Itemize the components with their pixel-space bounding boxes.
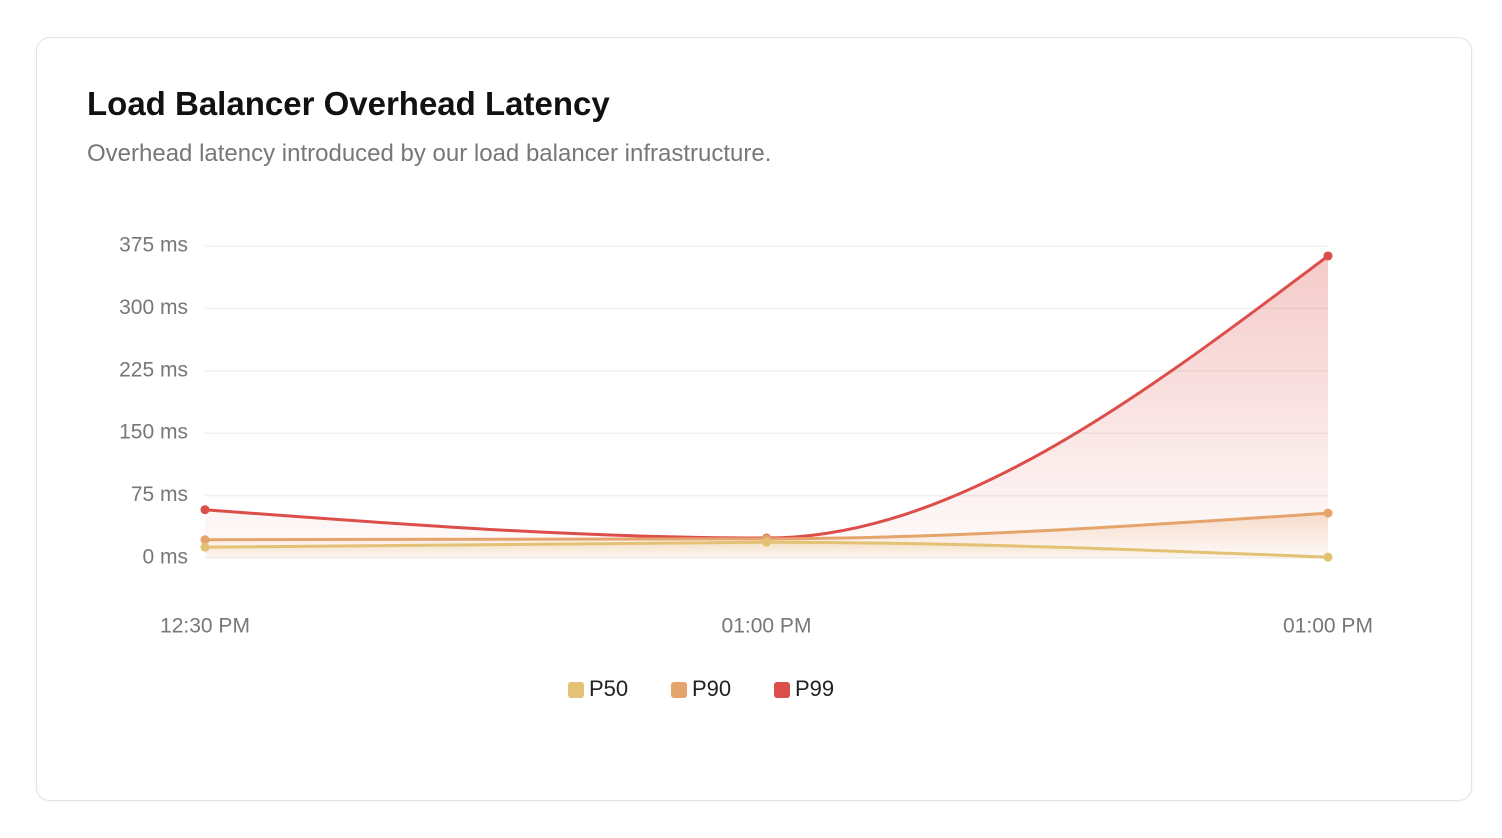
x-tick-label: 01:00 PM xyxy=(722,615,812,638)
legend-swatch xyxy=(671,682,687,698)
y-tick-label: 150 ms xyxy=(119,421,188,444)
y-tick-label: 300 ms xyxy=(119,296,188,319)
y-tick-label: 0 ms xyxy=(142,546,188,569)
legend-swatch xyxy=(568,682,584,698)
y-tick-label: 375 ms xyxy=(119,234,188,257)
point xyxy=(1323,508,1333,518)
chart-subtitle: Overhead latency introduced by our load … xyxy=(87,140,772,167)
point xyxy=(200,505,210,515)
legend-label: P99 xyxy=(795,676,834,701)
point xyxy=(200,542,210,552)
chart-title: Load Balancer Overhead Latency xyxy=(87,85,610,122)
x-tick-label: 01:00 PM xyxy=(1283,615,1373,638)
point xyxy=(1323,251,1333,261)
y-tick-label: 225 ms xyxy=(119,358,188,381)
point xyxy=(200,535,210,545)
point xyxy=(762,537,771,547)
legend-label: P50 xyxy=(589,676,628,701)
point xyxy=(1323,552,1333,562)
legend-swatch xyxy=(774,682,790,698)
y-tick-label: 75 ms xyxy=(131,483,188,506)
legend-label: P90 xyxy=(692,676,731,701)
area xyxy=(205,255,1328,558)
x-tick-label: 12:30 PM xyxy=(160,615,250,638)
